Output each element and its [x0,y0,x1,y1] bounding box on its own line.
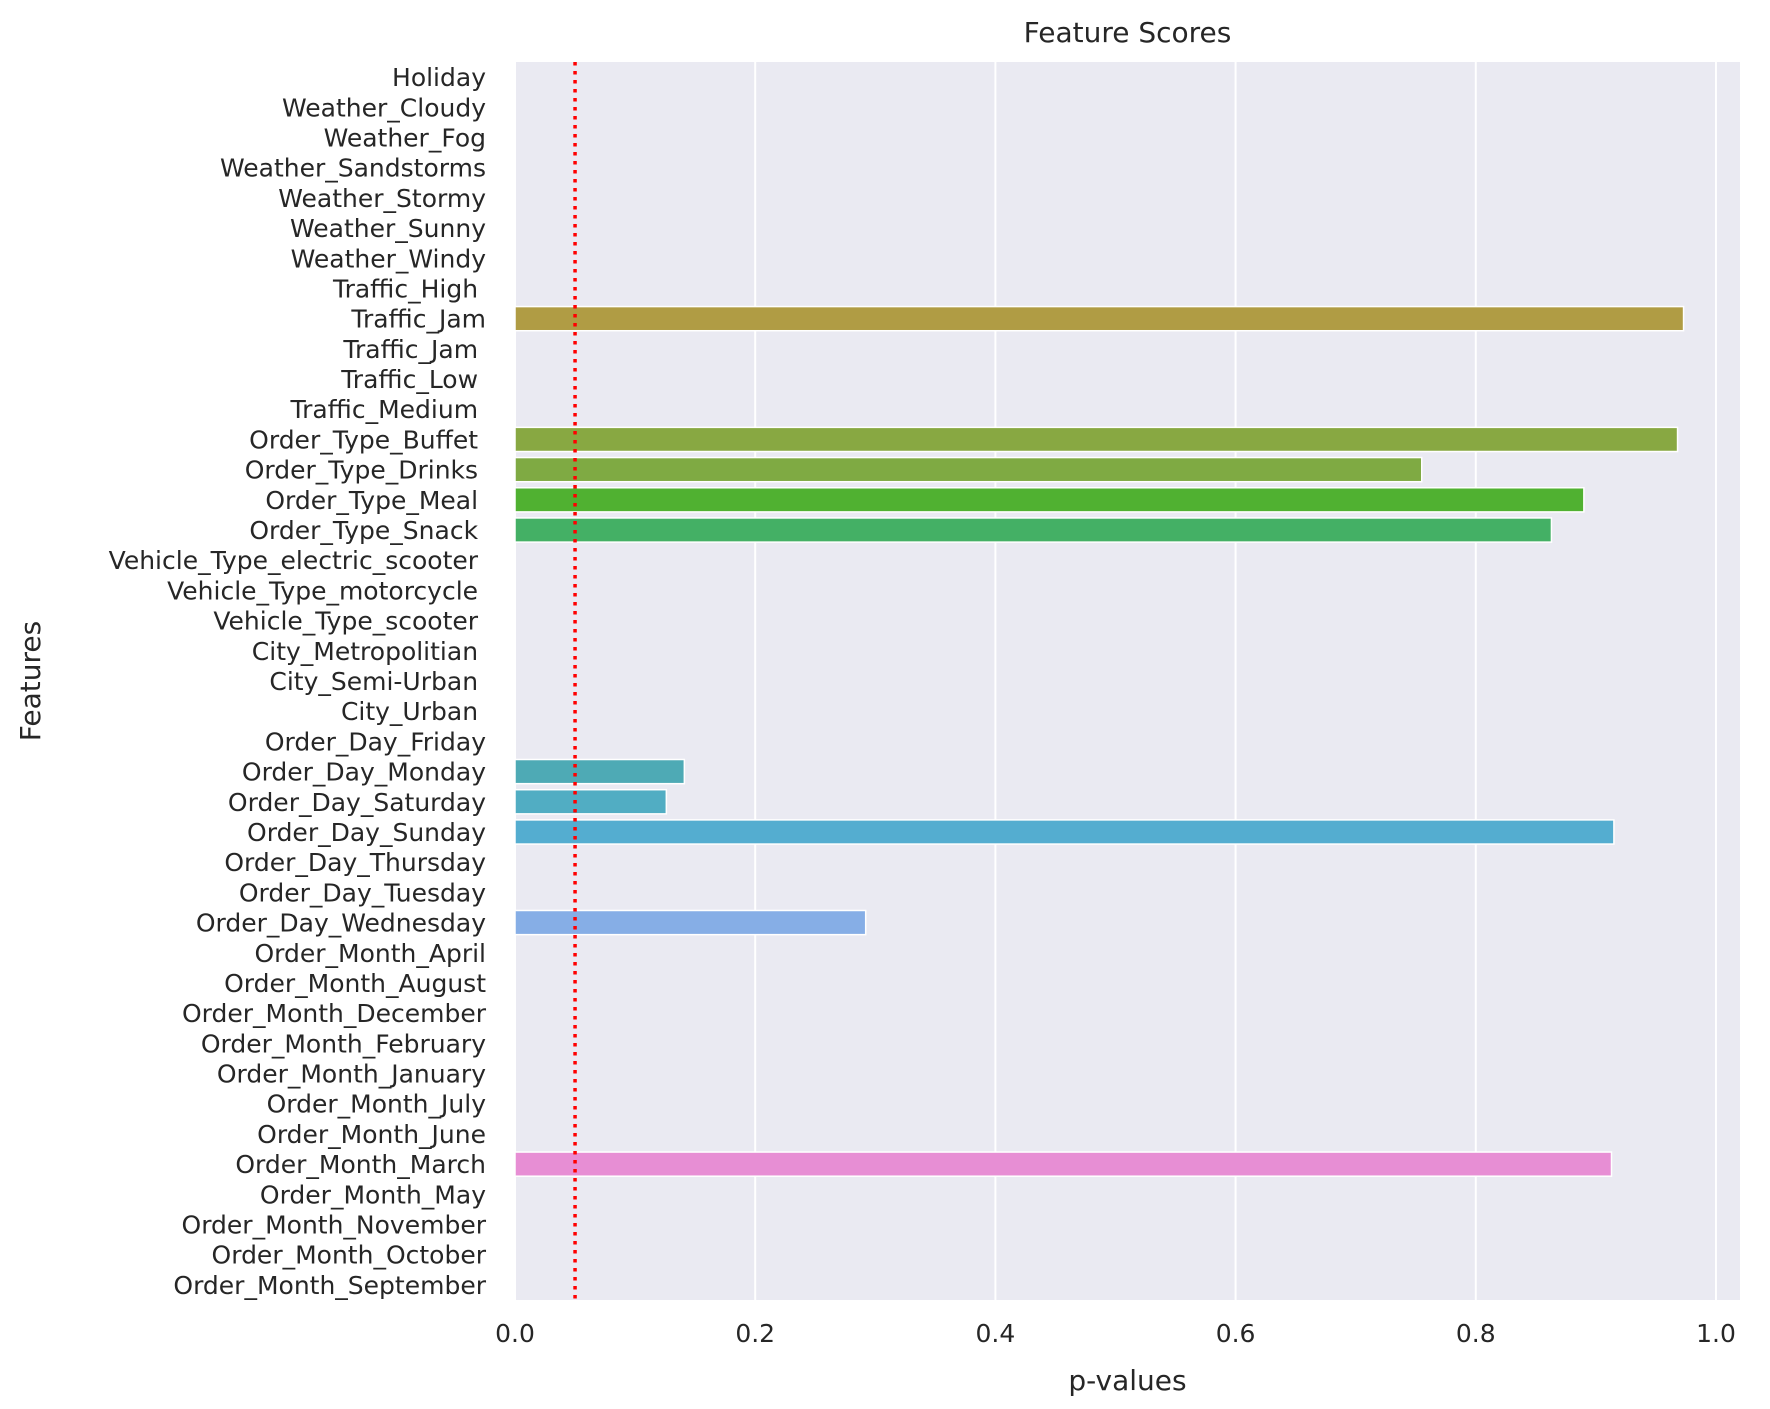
bar [514,1151,1613,1177]
grid-lines [514,62,1717,1300]
y-tick-label: Holiday [392,63,486,92]
y-tick-label: Vehicle_Type_electric_scooter [109,546,486,575]
x-tick-label: 1.0 [1696,1319,1736,1348]
y-tick-label: Order_Month_March [235,1150,486,1179]
y-tick-label: Weather_Sunny [290,214,486,243]
y-tick-label: Vehicle_Type_motorcycle [167,576,486,605]
bar [514,819,1615,845]
plot-area [515,62,1740,1300]
y-tick-label: Order_Day_Thursday [224,848,486,877]
y-tick-label: Order_Type_Buffet [249,425,486,454]
bar [514,517,1553,543]
y-tick-label: Vehicle_Type_scooter [213,607,486,636]
y-tick-label: Traffic_High [332,274,486,303]
y-tick-label: Order_Type_Meal [265,486,486,515]
y-tick-label: Order_Day_Friday [265,727,486,756]
x-tick-label: 0.0 [495,1319,535,1348]
y-tick-labels: HolidayWeather_CloudyWeather_FogWeather_… [109,63,487,1300]
bar [514,456,1423,483]
bar [514,788,668,815]
x-tick-label: 0.6 [1216,1319,1256,1348]
chart-title: Feature Scores [1024,16,1232,49]
y-tick-label: Order_Day_Monday [242,758,486,787]
y-tick-label: Order_Month_October [212,1241,487,1270]
y-tick-label: Order_Month_June [257,1120,486,1149]
y-tick-label: Order_Month_September [173,1271,486,1300]
y-tick-label: City_Metropolitian [252,637,486,666]
y-tick-label: Order_Month_December [182,999,487,1028]
y-tick-label: Order_Day_Sunday [247,818,486,847]
y-tick-label: City_Urban [341,697,486,726]
x-tick-label: 0.2 [735,1319,775,1348]
y-tick-label: Order_Type_Drinks [245,456,486,485]
y-tick-label: Weather_Sandstorms [220,154,486,183]
y-tick-label: Order_Month_August [224,969,486,998]
bar [514,305,1685,332]
y-tick-label: City_Semi-Urban [269,667,486,696]
y-tick-label: Traffic_Low [340,365,486,394]
y-tick-label: Order_Month_May [260,1180,486,1209]
y-axis-title: Features [14,621,47,741]
y-tick-label: Weather_Fog [324,123,486,152]
y-tick-label: Order_Day_Tuesday [239,878,486,907]
y-tick-label: Order_Month_February [201,1029,486,1058]
y-tick-label: Weather_Windy [291,244,487,273]
bar [514,487,1585,513]
bar [514,909,867,936]
bars [514,305,1685,1177]
y-tick-label: Order_Month_November [182,1211,487,1240]
bar [514,758,686,785]
y-tick-label: Order_Day_Wednesday [196,909,486,938]
y-tick-label: Weather_Stormy [278,184,486,213]
y-tick-label: Traffic_Medium [289,395,486,424]
x-axis-title: p-values [1068,1364,1186,1397]
x-tick-label: 0.8 [1456,1319,1496,1348]
y-tick-label: Order_Month_April [254,939,486,968]
y-tick-label: Order_Type_Snack [249,516,486,545]
x-tick-labels: 0.0 0.2 0.4 0.6 0.8 1.0 [495,1319,1736,1348]
x-tick-label: 0.4 [976,1319,1016,1348]
bar [514,426,1679,453]
y-tick-label: Traffic_Jam [350,305,486,334]
y-tick-label: Order_Day_Saturday [228,788,486,817]
y-tick-label: Traffic_Jam [342,335,486,364]
y-tick-label: Order_Month_January [217,1060,486,1089]
y-tick-label: Order_Month_July [267,1090,487,1119]
y-tick-label: Weather_Cloudy [282,93,486,122]
